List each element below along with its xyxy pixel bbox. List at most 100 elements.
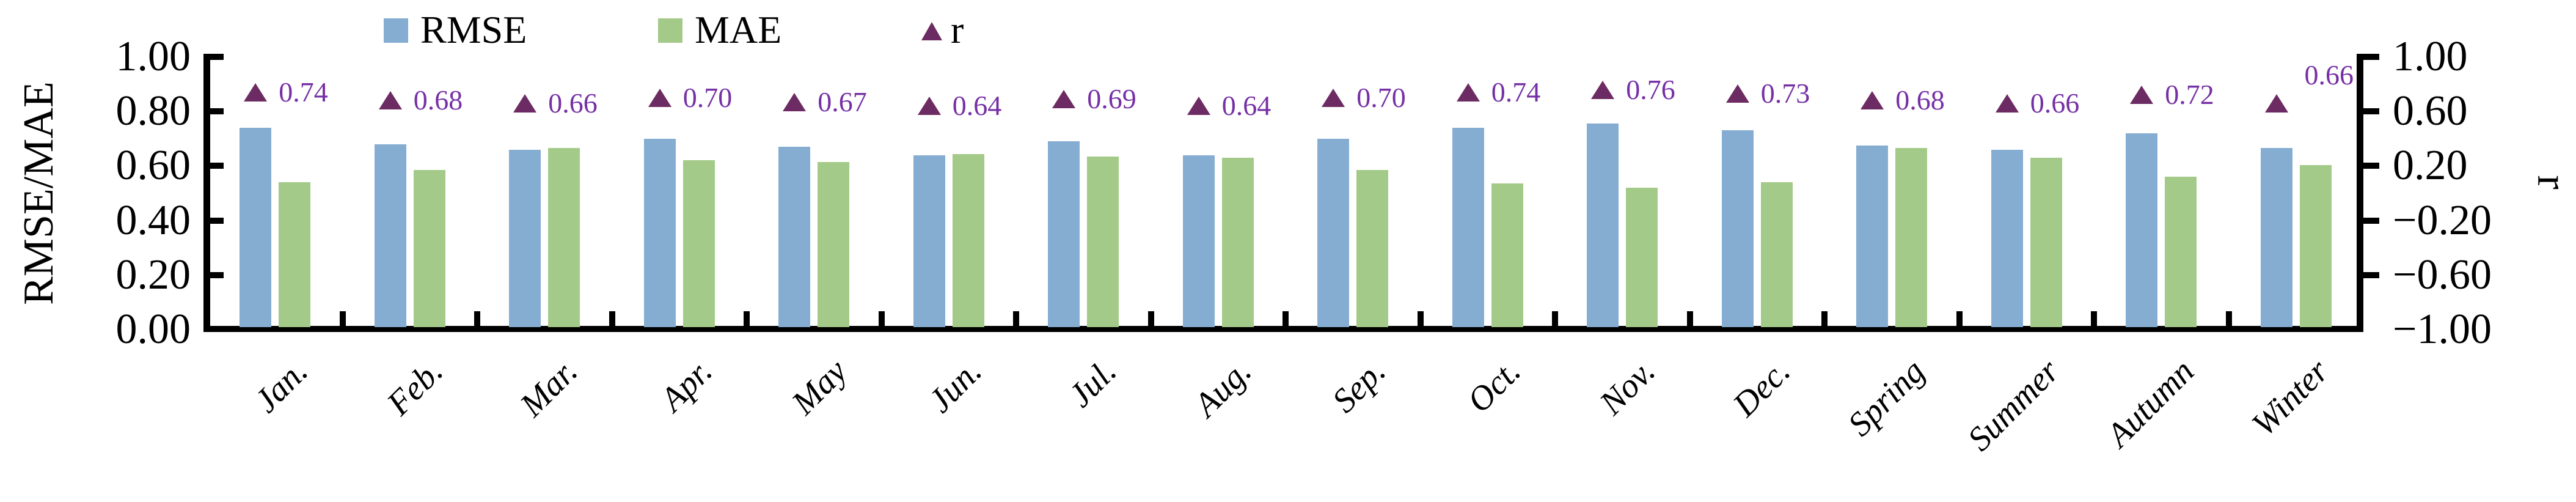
r-value-label: 0.67	[818, 86, 867, 117]
r-marker-triangle	[244, 83, 268, 102]
rmse-bar	[1721, 130, 1754, 327]
x-axis-tick	[1147, 311, 1154, 326]
right-axis-tick-label: 1.00	[2393, 33, 2468, 80]
r-value-label: 0.66	[548, 87, 598, 119]
right-axis-title: r	[2528, 175, 2575, 190]
right-axis-tick	[2363, 217, 2379, 224]
right-axis-tick	[2363, 271, 2379, 278]
rmse-bar	[374, 144, 406, 327]
r-marker-triangle	[1456, 83, 1480, 102]
right-axis-line	[2357, 54, 2363, 332]
mae-bar	[2030, 158, 2062, 327]
mae-bar	[818, 161, 850, 327]
x-category-label: Apr.	[653, 352, 720, 419]
x-category-label: May	[784, 352, 855, 423]
x-axis-tick	[1283, 311, 1289, 326]
left-axis-tick	[210, 163, 224, 169]
r-value-label: 0.70	[1356, 81, 1406, 113]
mae-bar	[2165, 177, 2197, 327]
right-axis-tick-label: −0.20	[2393, 196, 2492, 244]
x-category-label: Spring	[1840, 352, 1933, 444]
x-axis-tick	[1013, 311, 1019, 326]
left-axis-line	[203, 54, 210, 332]
mae-bar	[2299, 165, 2332, 327]
x-axis-tick	[1821, 311, 1828, 326]
left-axis-title: RMSE/MAE	[15, 81, 62, 305]
x-axis-tick	[339, 311, 346, 326]
r-legend-label: r	[951, 8, 964, 51]
x-category-label: Jun.	[921, 352, 989, 420]
x-axis-tick	[474, 311, 480, 326]
right-axis-tick-label: 0.20	[2393, 142, 2468, 190]
rmse-bar	[643, 138, 676, 327]
x-category-label: Dec.	[1725, 352, 1798, 424]
rmse-bar	[1587, 124, 1619, 327]
r-value-label: 0.66	[2030, 87, 2080, 119]
mae-legend-swatch	[658, 18, 682, 43]
r-marker-triangle	[1861, 91, 1884, 110]
x-axis-tick	[2091, 311, 2097, 326]
mae-bar	[1895, 148, 1928, 327]
left-axis-tick	[210, 108, 224, 115]
right-axis-tick-label: −0.60	[2393, 251, 2492, 298]
x-category-label: Aug.	[1187, 352, 1259, 424]
r-legend-triangle-icon	[921, 22, 942, 40]
right-axis-tick	[2363, 54, 2379, 60]
left-axis-tick-label: 0.60	[115, 142, 191, 190]
r-marker-triangle	[513, 94, 537, 113]
r-marker-triangle	[917, 97, 941, 116]
mae-bar	[548, 148, 580, 327]
x-category-label: Mar.	[513, 352, 585, 424]
mae-bar	[1356, 170, 1389, 327]
r-marker-triangle	[1591, 80, 1615, 99]
r-marker-triangle	[1995, 94, 2019, 113]
r-value-label: 0.64	[1221, 90, 1272, 122]
rmse-legend-label: RMSE	[420, 8, 527, 51]
right-axis-tick-label: 0.60	[2393, 87, 2468, 135]
mae-bar	[682, 160, 715, 327]
r-marker-triangle	[2264, 94, 2288, 113]
mae-bar	[1491, 183, 1523, 327]
mae-legend-label: MAE	[695, 8, 782, 51]
rmse-bar	[240, 127, 272, 327]
r-value-label: 0.64	[952, 90, 1002, 122]
r-marker-triangle	[1725, 84, 1749, 103]
rmse-legend-swatch	[384, 18, 408, 43]
rmse-bar	[1048, 141, 1080, 327]
r-value-label: 0.70	[682, 81, 733, 113]
mae-bar	[952, 154, 984, 327]
left-axis-tick-label: 0.20	[115, 251, 191, 298]
x-category-label: Nov.	[1592, 352, 1663, 423]
r-value-label: 0.76	[1626, 73, 1675, 105]
x-axis-tick	[609, 311, 615, 326]
rmse-bar	[1991, 149, 2023, 327]
rmse-bar	[2126, 133, 2158, 327]
r-value-label: 0.69	[1087, 83, 1136, 115]
left-axis-tick-label: 0.40	[115, 196, 191, 244]
rmse-bar	[913, 155, 945, 327]
rmse-bar	[509, 149, 541, 327]
x-category-label: Feb.	[379, 352, 450, 423]
x-axis-tick	[1686, 311, 1693, 326]
left-axis-tick-label: 0.00	[115, 306, 191, 353]
r-marker-triangle	[2130, 86, 2154, 105]
x-axis-tick	[1417, 311, 1424, 326]
bottom-axis-line	[203, 326, 2363, 332]
x-axis-tick	[744, 311, 750, 326]
rmse-bar	[1182, 155, 1215, 327]
rmse-bar	[2260, 148, 2292, 327]
mae-bar	[279, 182, 311, 327]
r-marker-triangle	[378, 91, 402, 110]
x-category-label: Jul.	[1061, 352, 1124, 415]
x-category-label: Winter	[2245, 352, 2336, 444]
x-category-label: Oct.	[1460, 352, 1528, 420]
r-value-label: 0.74	[1491, 76, 1541, 108]
left-axis-tick-label: 1.00	[115, 33, 191, 80]
x-category-label: Sep.	[1325, 352, 1394, 420]
x-axis-tick	[2225, 311, 2232, 326]
r-marker-triangle	[783, 92, 807, 111]
left-axis-tick-label: 0.80	[115, 87, 191, 135]
r-value-label: 0.72	[2165, 79, 2214, 111]
right-axis-tick-label: −1.00	[2393, 306, 2492, 353]
mae-bar	[1087, 156, 1119, 327]
